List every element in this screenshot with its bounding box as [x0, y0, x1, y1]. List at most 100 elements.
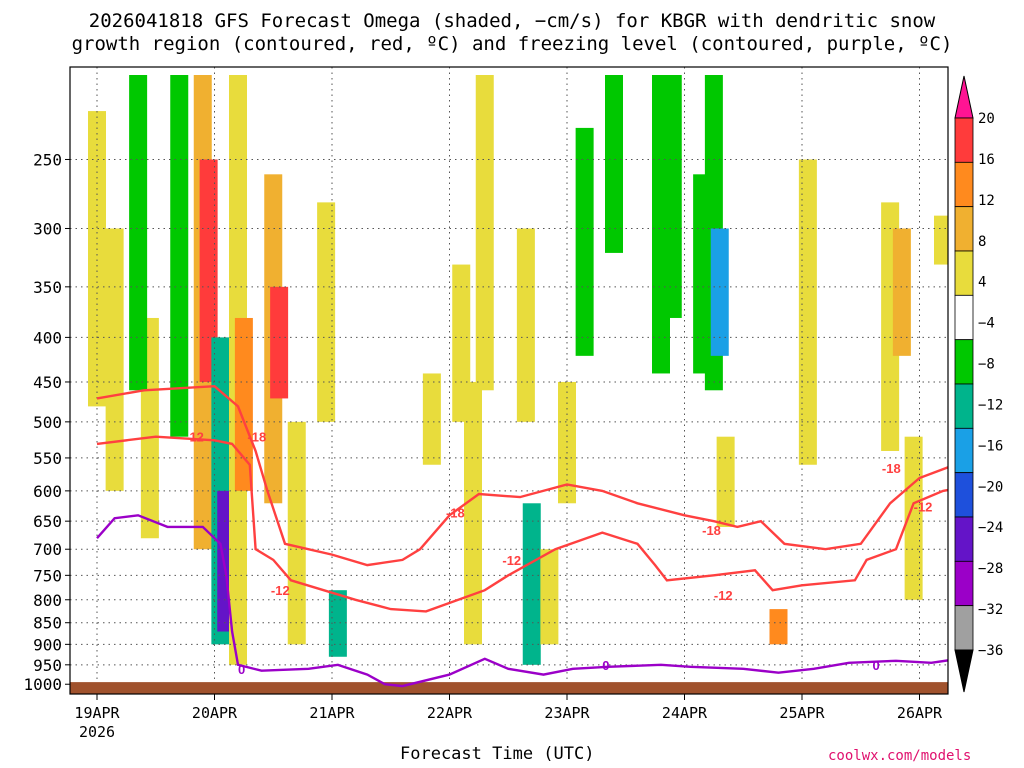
colorbar-swatch: [954, 117, 974, 163]
colorbar-label: −24: [978, 520, 1003, 536]
colorbar-swatch: [954, 250, 974, 296]
omega-cell: [769, 609, 788, 645]
contour-line: [96, 514, 948, 688]
omega-cell: [105, 228, 124, 491]
omega-cell: [904, 436, 923, 600]
y-tick-label: 600: [33, 482, 62, 501]
colorbar-swatch: [954, 605, 974, 651]
omega-cell: [716, 436, 735, 527]
y-tick-label: 950: [33, 656, 62, 675]
x-tick-label: 23APR: [544, 704, 590, 722]
colorbar-top-arrow: [954, 75, 974, 119]
colorbar-label: 12: [978, 193, 995, 209]
y-tick-label: 850: [33, 614, 62, 633]
x-tick-label: 26APR: [897, 704, 943, 722]
colorbar: 20 16 12 8 4 −4 −8 −12 −16 −20 −24 −28 −32 −36: [954, 75, 1003, 693]
omega-cell: [422, 373, 441, 465]
colorbar-label: 16: [978, 152, 995, 168]
colorbar-label: −12: [978, 397, 1003, 413]
omega-cell: [270, 286, 289, 399]
x-tick-label: 20APR: [192, 704, 238, 722]
colorbar-swatch: [954, 339, 974, 385]
contour-label: 0: [873, 658, 880, 673]
omega-cell: [575, 127, 594, 356]
omega-cell: [892, 228, 911, 356]
contour-label: -18: [247, 430, 266, 445]
y-tick-label: 700: [33, 540, 62, 559]
contour-label: 0: [602, 658, 609, 673]
contour-label: -18: [446, 505, 465, 520]
omega-cell: [287, 421, 306, 645]
contour-lines: [96, 384, 948, 688]
omega-cell: [328, 590, 347, 657]
omega-cell: [170, 75, 189, 437]
omega-cell: [605, 75, 623, 253]
ground-band: [70, 682, 948, 694]
colorbar-label: −36: [978, 643, 1003, 659]
colorbar-swatch: [954, 294, 974, 341]
y-tick-label: 650: [33, 512, 62, 531]
colorbar-label: 8: [978, 234, 986, 250]
x-tick-label: 22APR: [427, 704, 473, 722]
colorbar-label: −8: [978, 357, 995, 373]
contour-label: -12: [502, 553, 521, 568]
contour-label: -18: [702, 523, 721, 538]
contour-label: -12: [714, 588, 733, 603]
omega-cell: [934, 215, 948, 265]
contour-label: -12: [271, 583, 290, 598]
colorbar-label: −20: [978, 479, 1003, 495]
colorbar-label: −28: [978, 561, 1003, 577]
colorbar-bottom-arrow: [954, 649, 974, 693]
x-tick-label: 25APR: [779, 704, 825, 722]
omega-cell: [540, 549, 559, 645]
y-tick-label: 900: [33, 635, 62, 654]
contour-label: -12: [185, 430, 204, 445]
omega-cell: [663, 75, 682, 318]
omega-cell: [516, 228, 535, 422]
y-tick-label: 250: [33, 150, 62, 169]
y-tick-label: 550: [33, 449, 62, 468]
omega-cell: [88, 111, 106, 407]
x-tick-label: 19APR: [74, 704, 120, 722]
omega-cell: [317, 202, 336, 422]
omega-cell: [558, 381, 576, 504]
chart-title-line-2: growth region (contoured, red, ºC) and f…: [71, 33, 953, 55]
y-tick-label: 300: [33, 219, 62, 238]
omega-cell: [798, 159, 817, 465]
omega-cell: [199, 159, 218, 382]
omega-cell: [234, 317, 253, 491]
y-tick-label: 750: [33, 566, 62, 585]
contour-line: [96, 435, 948, 613]
colorbar-swatch: [954, 383, 974, 429]
contour-line: [96, 384, 948, 567]
y-tick-label: 400: [33, 328, 62, 347]
y-tick-label: 800: [33, 591, 62, 610]
colorbar-swatch: [954, 472, 974, 518]
colorbar-swatch: [954, 161, 974, 208]
y-axis: 250 300 350 400 450 500 550 600 650 700 750 800 850 9…: [23, 150, 70, 694]
omega-cell: [464, 381, 482, 645]
y-tick-label: 450: [33, 373, 62, 392]
colorbar-swatch: [954, 206, 974, 252]
credit-link[interactable]: coolwx.com/models: [828, 748, 972, 764]
omega-cell: [522, 503, 541, 665]
omega-cell: [475, 75, 494, 391]
y-tick-label: 350: [33, 278, 62, 297]
colorbar-swatch: [954, 560, 974, 607]
colorbar-label: 4: [978, 275, 986, 291]
colorbar-swatch: [954, 516, 974, 562]
colorbar-label: 20: [978, 111, 995, 127]
contour-label: 0: [238, 662, 245, 677]
plot-frame: [69, 66, 949, 695]
omega-shading: [88, 75, 948, 665]
colorbar-label: −32: [978, 602, 1003, 618]
colorbar-swatch: [954, 427, 974, 474]
x-axis-label: Forecast Time (UTC): [400, 744, 595, 764]
colorbar-label: −16: [978, 438, 1003, 454]
contour-label: -12: [914, 499, 933, 514]
x-tick-sublabel: 2026: [79, 723, 115, 741]
x-tick-label: 21APR: [309, 704, 355, 722]
colorbar-label: −4: [978, 316, 995, 332]
gridlines: [70, 67, 948, 694]
